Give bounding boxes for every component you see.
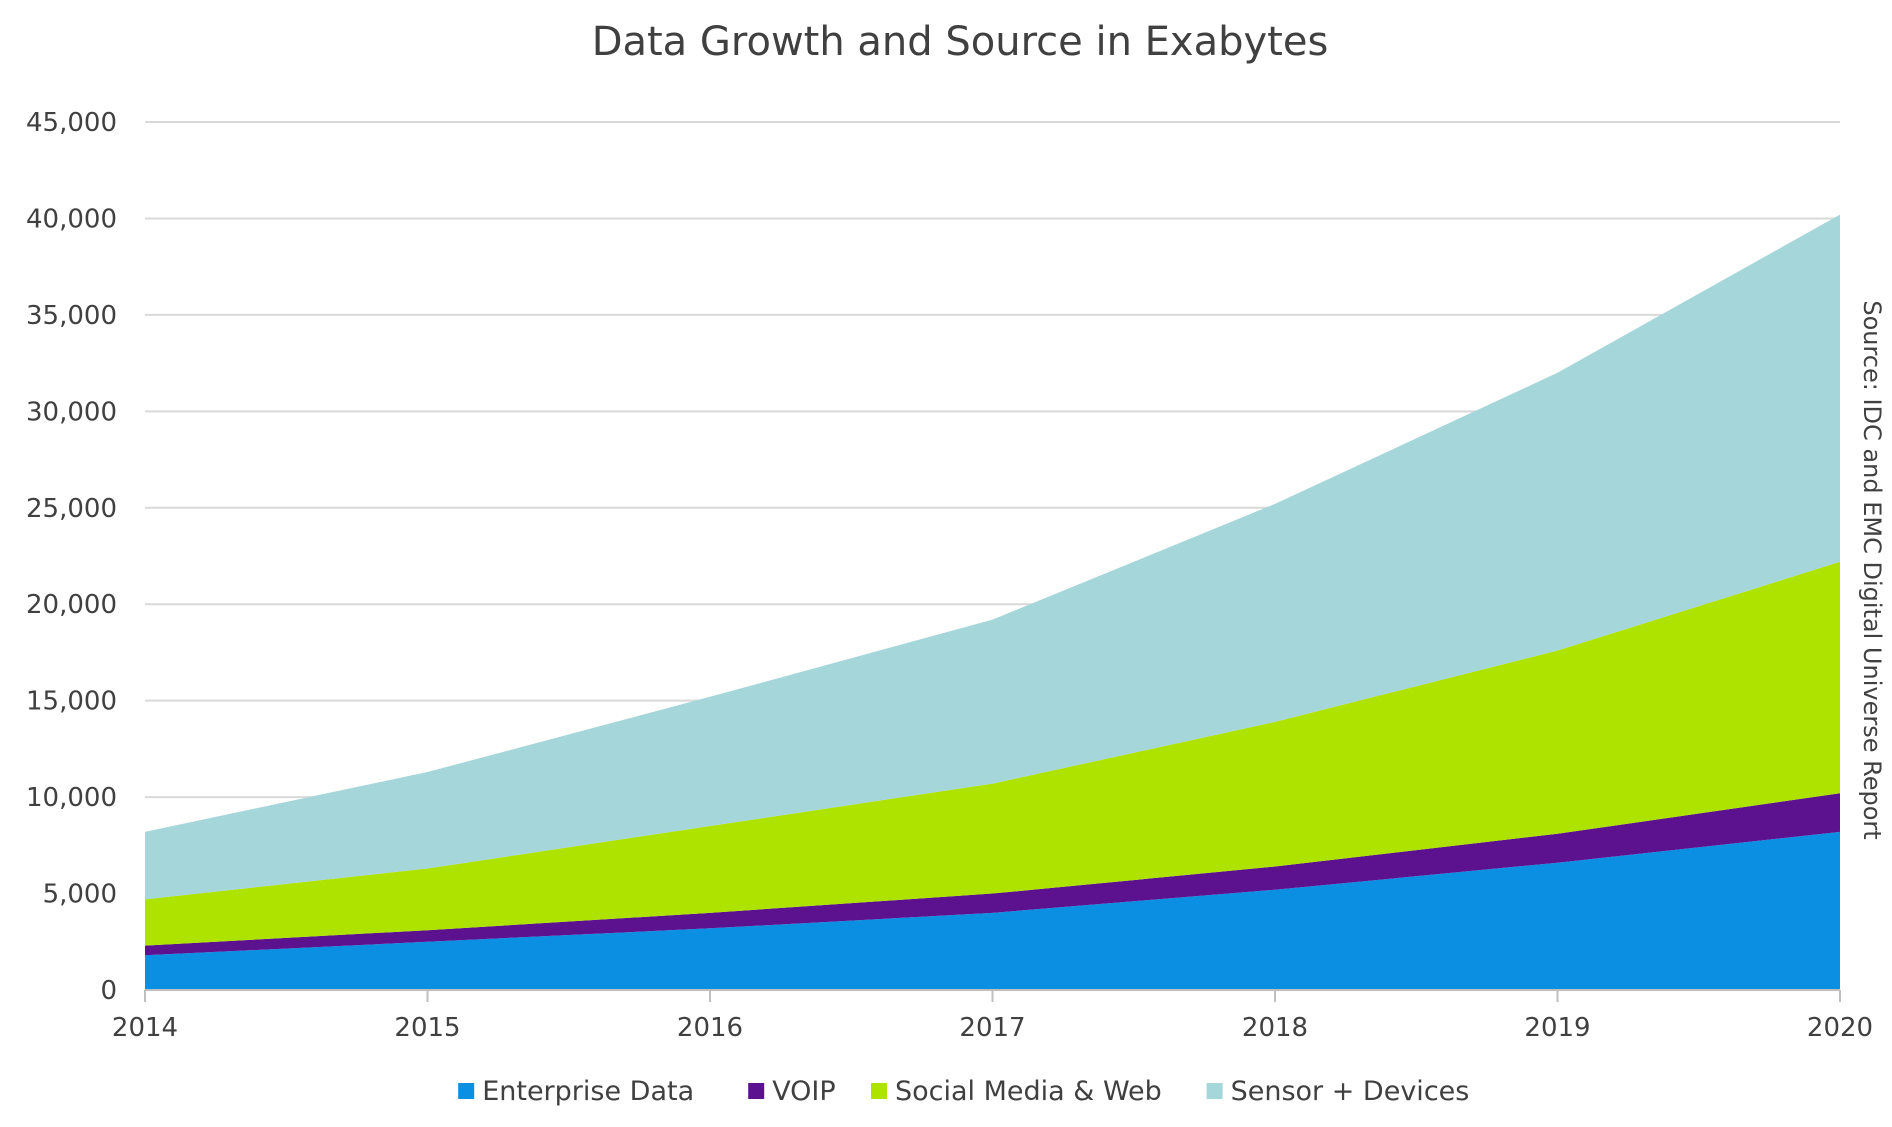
x-tick-label: 2017: [959, 1013, 1025, 1043]
y-tick-label: 0: [100, 976, 117, 1006]
legend-swatch: [748, 1083, 765, 1099]
legend: Enterprise Data VOIP Social Media & Web Sen…: [458, 1076, 1469, 1107]
y-tick-label: 45,000: [26, 108, 117, 138]
legend-label: Sensor + Devices: [1231, 1076, 1470, 1107]
legend-label: Social Media & Web: [895, 1076, 1162, 1107]
y-tick-label: 10,000: [26, 783, 117, 813]
source-annotation: Source: IDC and EMC Digital Universe Rep…: [1858, 300, 1886, 839]
y-tick-label: 30,000: [26, 397, 117, 427]
y-tick-label: 20,000: [26, 590, 117, 620]
y-tick-label: 40,000: [26, 204, 117, 234]
x-tick-label: 2019: [1524, 1013, 1590, 1043]
chart-title: Data Growth and Source in Exabytes: [592, 19, 1329, 65]
y-tick-label: 25,000: [26, 494, 117, 524]
stacked-areas: [145, 214, 1840, 990]
legend-swatch: [871, 1083, 887, 1099]
legend-swatch: [458, 1083, 475, 1099]
x-tick-label: 2015: [394, 1013, 460, 1043]
x-tick-label: 2020: [1807, 1013, 1873, 1043]
axes: 0 5,000 10,000 15,000 20,000 25,000 30,000 35,0…: [26, 108, 1873, 1043]
y-tick-label: 15,000: [26, 687, 117, 717]
x-tick-label: 2018: [1242, 1013, 1308, 1043]
area-series-voip: [145, 793, 1840, 956]
area-series-enterprise-data: [145, 831, 1840, 990]
x-tick-label: 2014: [112, 1013, 178, 1043]
legend-label: VOIP: [772, 1076, 836, 1107]
area-series-sensor-devices: [145, 214, 1840, 900]
legend-swatch: [1206, 1083, 1223, 1099]
x-tick-label: 2016: [677, 1013, 743, 1043]
y-tick-label: 5,000: [43, 880, 117, 910]
area-series-social-media-web: [145, 561, 1840, 946]
y-tick-label: 35,000: [26, 301, 117, 331]
legend-label: Enterprise Data: [482, 1076, 694, 1107]
